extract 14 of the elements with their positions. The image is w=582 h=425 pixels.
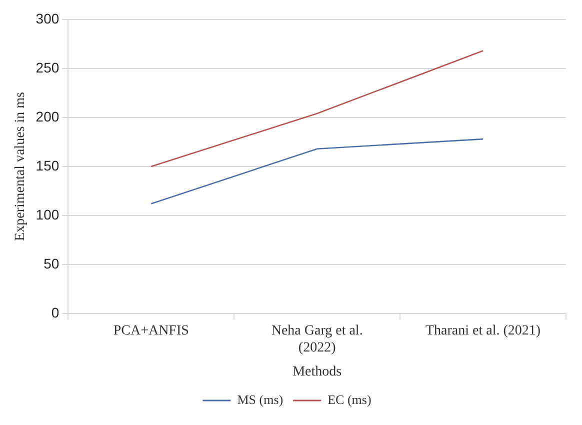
y-tick-label: 150 xyxy=(36,157,60,174)
y-tick-label: 100 xyxy=(36,206,60,222)
y-tick-label: 0 xyxy=(51,304,60,320)
legend-label: EC (ms) xyxy=(328,392,372,407)
legend-label: MS (ms) xyxy=(237,392,284,407)
y-tick-label: 250 xyxy=(36,59,60,76)
y-axis-title: Experimental values in ms xyxy=(13,92,28,241)
y-tick-label: 300 xyxy=(36,10,60,26)
y-tick-label: 50 xyxy=(44,255,60,272)
x-axis-title: Methods xyxy=(292,364,342,380)
x-tick-label: Tharani et al. (2021) xyxy=(425,324,541,339)
x-tick-label: Neha Garg et al. (2022) xyxy=(271,324,363,356)
y-tick-label: 200 xyxy=(36,108,60,124)
x-tick-label: PCA+ANFIS xyxy=(113,324,189,339)
